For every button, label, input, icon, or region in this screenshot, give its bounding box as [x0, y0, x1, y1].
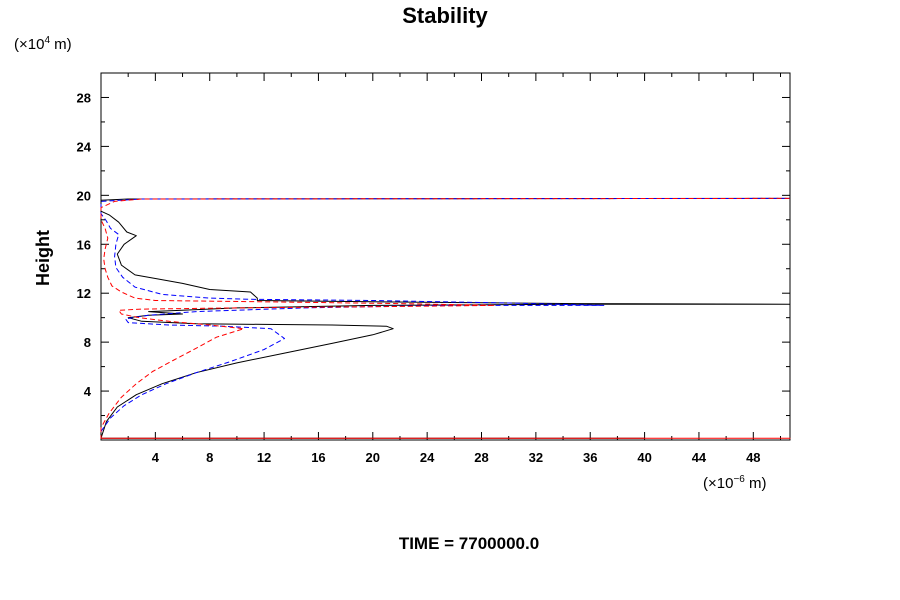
x-tick-label: 44: [692, 450, 707, 465]
x-tick-label: 8: [206, 450, 213, 465]
series-line-3: [100, 197, 791, 439]
y-tick-label: 24: [77, 139, 92, 154]
x-tick-label: 36: [583, 450, 597, 465]
series-lines: [100, 197, 791, 439]
y-tick-label: 16: [77, 237, 91, 252]
x-tick-label: 24: [420, 450, 435, 465]
x-tick-label: 32: [529, 450, 543, 465]
axis-ticks: [101, 73, 790, 440]
y-axis-unit: (×104 m): [14, 35, 72, 53]
y-tick-label: 12: [77, 286, 91, 301]
y-tick-label: 20: [77, 188, 91, 203]
series-line-1: [100, 197, 791, 439]
x-tick-label: 40: [637, 450, 651, 465]
y-axis-label: Height: [33, 230, 53, 286]
y-tick-label: 4: [84, 384, 92, 399]
chart-title: Stability: [402, 3, 488, 28]
y-tick-label: 28: [77, 90, 91, 105]
x-tick-label: 20: [366, 450, 380, 465]
x-tick-label: 16: [311, 450, 325, 465]
x-axis-unit: (×10−6 m): [703, 474, 767, 492]
time-readout: TIME = 7700000.0: [399, 534, 539, 553]
x-tick-label: 4: [152, 450, 160, 465]
y-tick-label: 8: [84, 335, 91, 350]
series-line-2: [100, 197, 791, 432]
plot-frame: [100, 72, 791, 441]
x-tick-label: 48: [746, 450, 760, 465]
x-tick-label: 12: [257, 450, 271, 465]
x-tick-label: 28: [474, 450, 488, 465]
